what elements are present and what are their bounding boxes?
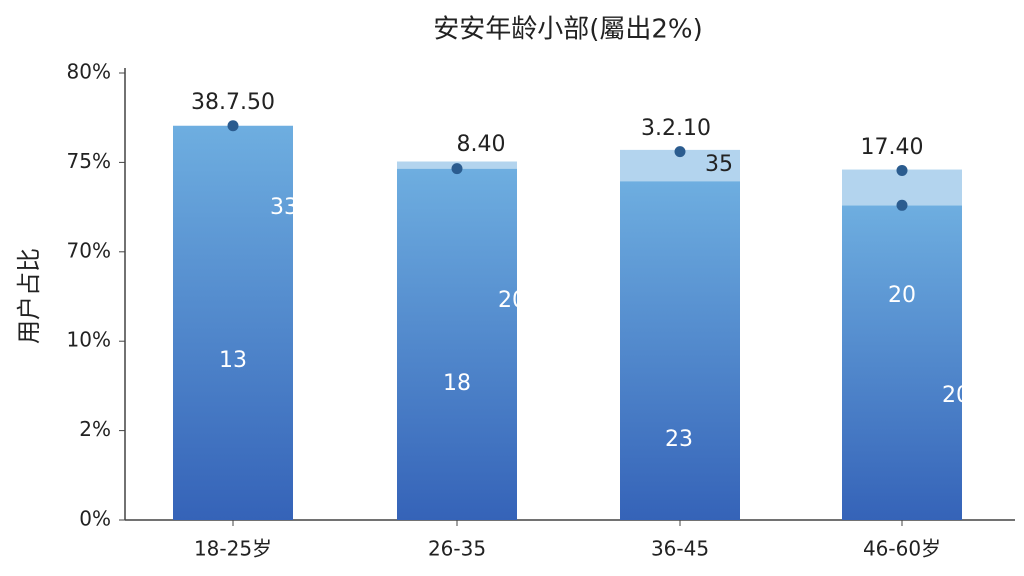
marker [451, 163, 463, 175]
y-axis-label: 用户占比 [15, 248, 43, 344]
marker [674, 146, 686, 158]
y-tick-label: 75% [67, 149, 111, 173]
x-tick-label: 26-35 [428, 537, 486, 561]
y-tick-label: 10% [67, 328, 111, 352]
marker [227, 120, 239, 132]
marker [896, 199, 908, 211]
x-tick-label: 36-45 [651, 537, 709, 561]
top-annotation: 8.40 [457, 132, 506, 157]
y-tick-label: 0% [79, 507, 111, 531]
bar-annotation: 20 [888, 283, 916, 308]
bar-segment [173, 125, 293, 520]
top-annotation: 38.7.50 [191, 90, 275, 115]
x-tick-label: 46-60岁 [863, 537, 941, 561]
bar-annotation: 18 [443, 371, 471, 396]
x-tick-label: 18-25岁 [194, 537, 272, 561]
top-annotation: 3.2.10 [641, 116, 711, 141]
bar-annotation: 23 [665, 427, 693, 452]
bar-segment [620, 181, 740, 520]
bar-segment [842, 205, 962, 520]
top-annotation: 17.40 [861, 135, 924, 160]
y-tick-label: 70% [67, 238, 111, 262]
y-tick-label: 80% [67, 60, 111, 84]
bar-segment [397, 168, 517, 520]
bar-annotation: 33 [270, 195, 298, 220]
bar-annotation: 13 [219, 348, 247, 373]
chart-title: 安安年龄小部(屬出2%) [433, 15, 703, 45]
bar-annotation: 20 [942, 383, 970, 408]
bar-annotation: 35 [705, 152, 733, 177]
y-tick-label: 2% [79, 417, 111, 441]
marker [896, 164, 908, 176]
bar-annotation: 20 [498, 288, 526, 313]
